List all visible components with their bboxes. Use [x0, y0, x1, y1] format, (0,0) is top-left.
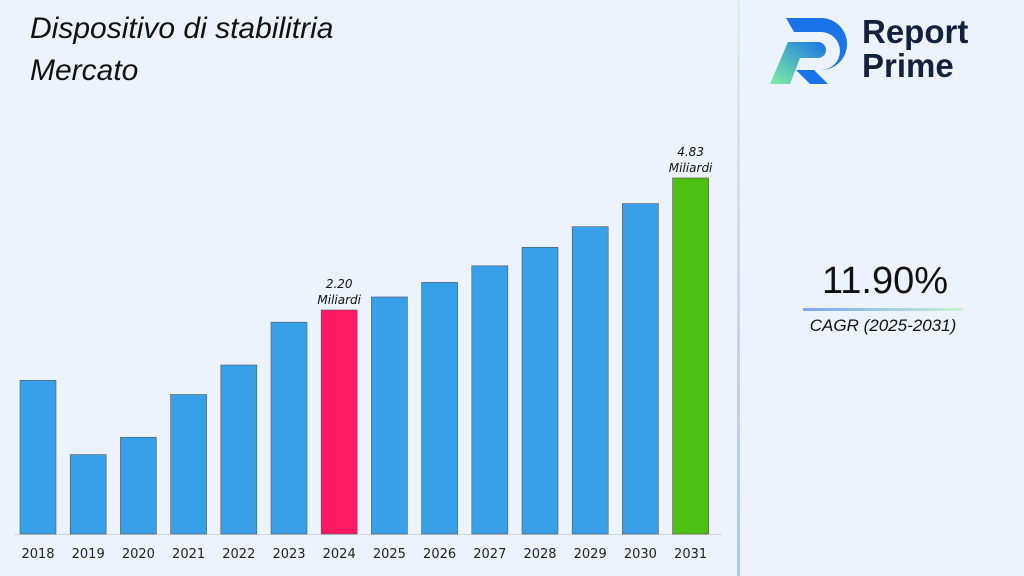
x-tick-label: 2025	[373, 547, 406, 562]
bar-2018	[19, 379, 57, 535]
data-label-unit: Miliardi	[317, 293, 361, 307]
cagr-label: CAGR (2025-2031)	[809, 316, 957, 335]
data-label-value: 4.83	[677, 145, 704, 159]
x-tick-label: 2020	[122, 547, 155, 562]
x-tick-label: 2031	[674, 547, 707, 562]
bar-2021	[170, 394, 207, 535]
divider	[737, 0, 740, 576]
bar-2027	[471, 265, 509, 535]
x-tick-label: 2018	[21, 547, 54, 562]
bar-2030	[622, 203, 659, 535]
x-tick-label: 2026	[423, 547, 456, 562]
x-tick-label: 2030	[624, 547, 657, 562]
bar-2020	[120, 436, 157, 535]
report-prime-logo: Report Prime	[766, 14, 968, 84]
bar-2029	[571, 226, 609, 535]
bar-2022	[220, 364, 258, 535]
data-label-value: 2.20	[326, 277, 353, 291]
bar-2028	[521, 246, 559, 535]
cagr-value: 11.90%	[821, 260, 949, 302]
bar-chart: 2018 2019 2020 2021 2022 2023 2024 2.20 Miliardi…	[14, 145, 722, 562]
x-tick-label: 2023	[272, 547, 305, 562]
cagr-underline	[803, 308, 963, 311]
x-tick-label: 2027	[473, 547, 506, 562]
bar-2026	[421, 282, 458, 535]
bar-2031	[672, 177, 709, 535]
bar-2025	[371, 296, 408, 535]
logo-mark-icon	[770, 18, 847, 84]
x-tick-label: 2024	[323, 547, 356, 562]
x-tick-label: 2022	[222, 547, 255, 562]
bar-2024	[320, 309, 358, 535]
x-tick-label: 2019	[72, 547, 105, 562]
bar-2019	[69, 454, 107, 535]
bar-2023	[270, 321, 308, 535]
logo-text-report: Report	[862, 13, 969, 50]
chart-title: Dispositivo di stabilitria Mercato	[30, 12, 334, 87]
data-label-unit: Miliardi	[669, 161, 713, 175]
x-tick-label: 2028	[523, 547, 556, 562]
x-tick-label: 2021	[172, 547, 205, 562]
x-tick-label: 2029	[574, 547, 607, 562]
logo-text-prime: Prime	[862, 47, 954, 84]
